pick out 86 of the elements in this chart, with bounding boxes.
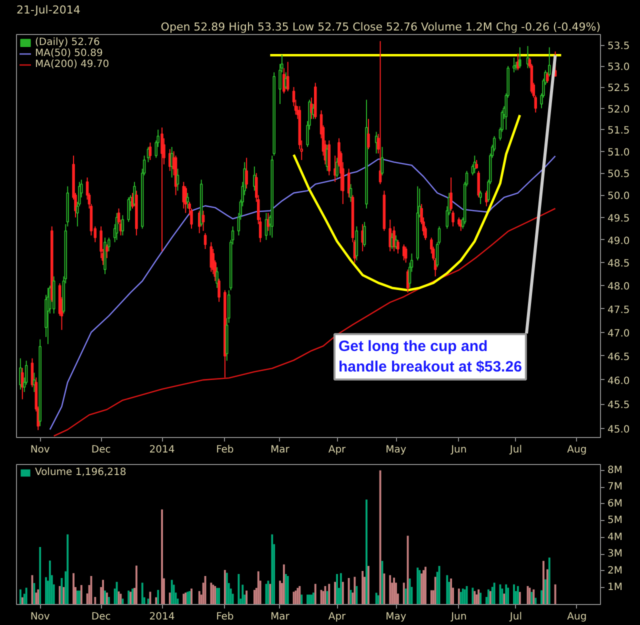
y-tick-label: 48.5 xyxy=(608,258,630,270)
candlestick xyxy=(148,142,152,160)
x-tick-label: Feb xyxy=(216,444,234,456)
candlestick xyxy=(336,157,338,178)
y-tick-label: 51.5 xyxy=(608,126,630,137)
candlestick xyxy=(367,118,370,150)
candlestick xyxy=(204,232,207,250)
x-tick-label: Dec xyxy=(91,444,111,456)
candlestick xyxy=(404,246,408,264)
legend-label: (Daily) 52.76 xyxy=(35,37,100,48)
candlestick xyxy=(184,186,187,214)
y-tick-label: 45.5 xyxy=(608,400,630,412)
y-tick-label: 5M xyxy=(608,515,622,526)
y-tick-label: 48.0 xyxy=(608,282,630,293)
x-tick-label: Apr xyxy=(328,444,347,456)
candlestick xyxy=(477,170,480,198)
x-tick-label: Nov xyxy=(30,444,50,456)
x-tick-label: Feb xyxy=(216,612,234,622)
candlestick xyxy=(218,278,220,302)
candlestick xyxy=(388,219,392,252)
y-tick-label: 53.0 xyxy=(608,62,630,74)
x-tick-label: Mar xyxy=(270,444,290,456)
x-tick-label: May xyxy=(386,444,406,456)
legend-label: MA(200) 49.70 xyxy=(35,59,110,70)
y-tick-label: 50.0 xyxy=(608,191,630,202)
candlestick xyxy=(127,196,130,222)
candlestick xyxy=(176,168,180,192)
y-tick-label: 50.5 xyxy=(608,169,630,180)
y-tick-label: 53.5 xyxy=(608,41,630,52)
candlestick xyxy=(133,181,136,207)
y-tick-label: 2M xyxy=(608,565,622,576)
x-tick-label: Mar xyxy=(270,612,290,622)
x-tick-label: Jul xyxy=(508,612,522,622)
candlestick xyxy=(546,72,549,84)
legend-label: MA(50) 50.89 xyxy=(35,48,103,59)
candlestick xyxy=(380,146,384,176)
candlestick xyxy=(452,210,454,227)
y-tick-label: 46.5 xyxy=(608,352,630,363)
candlestick xyxy=(363,221,366,248)
y-tick-label: 7M xyxy=(608,482,622,493)
y-tick-label: 51.0 xyxy=(608,147,630,158)
y-tick-label: 45.0 xyxy=(608,424,630,436)
y-tick-label: 4M xyxy=(608,532,622,543)
candlestick xyxy=(450,177,452,212)
x-tick-label: Aug xyxy=(567,444,587,456)
x-tick-label: Jun xyxy=(450,444,467,456)
line-series xyxy=(49,155,556,430)
line-series xyxy=(53,208,556,437)
candlestick xyxy=(106,244,108,259)
x-tick-label: Nov xyxy=(30,612,50,622)
candlestick xyxy=(392,226,396,252)
x-tick-label: Jul xyxy=(508,444,522,456)
text: Open 52.89 High 53.35 Low 52.75 Close 52.76 Volume 1.2M Chg -0.26 (-0.49%) xyxy=(160,20,601,34)
y-tick-label: 49.5 xyxy=(608,213,630,224)
legend-label: Volume 1,196,218 xyxy=(35,467,126,478)
y-tick-label: 6M xyxy=(608,498,622,510)
x-tick-label: Aug xyxy=(567,612,587,622)
y-tick-label: 47.5 xyxy=(608,304,630,316)
x-tick-label: 2014 xyxy=(149,444,175,456)
candlestick xyxy=(396,239,400,254)
chart-subtitle: 21-Jul-2014 xyxy=(16,4,80,16)
y-tick-label: 46.0 xyxy=(608,376,630,387)
candlestick xyxy=(286,61,290,92)
y-tick-label: 8M xyxy=(608,464,622,476)
candlestick xyxy=(202,210,205,232)
y-tick-label: 52.0 xyxy=(608,104,630,116)
y-tick-label: 3M xyxy=(608,548,622,560)
line-series xyxy=(292,114,522,292)
candlestick xyxy=(160,127,164,252)
y-tick-label: 1M xyxy=(608,582,622,594)
y-tick-label: 47.0 xyxy=(608,328,630,340)
x-tick-label: Apr xyxy=(328,612,347,622)
candlestick xyxy=(349,184,352,202)
candlestick xyxy=(216,266,218,288)
x-tick-label: Dec xyxy=(91,612,111,622)
x-tick-label: Jun xyxy=(450,612,467,622)
candlestick xyxy=(121,214,124,236)
x-tick-label: May xyxy=(386,612,406,622)
x-tick-label: 2014 xyxy=(149,612,175,622)
y-tick-label: 49.0 xyxy=(608,236,630,247)
y-tick-label: 52.5 xyxy=(608,83,630,94)
annotation: Get long the cup and handle breakout at $53.26 xyxy=(338,338,522,376)
candlestick xyxy=(245,157,248,190)
candlestick xyxy=(479,190,482,205)
candlestick xyxy=(518,46,522,69)
candlestick xyxy=(186,192,189,209)
